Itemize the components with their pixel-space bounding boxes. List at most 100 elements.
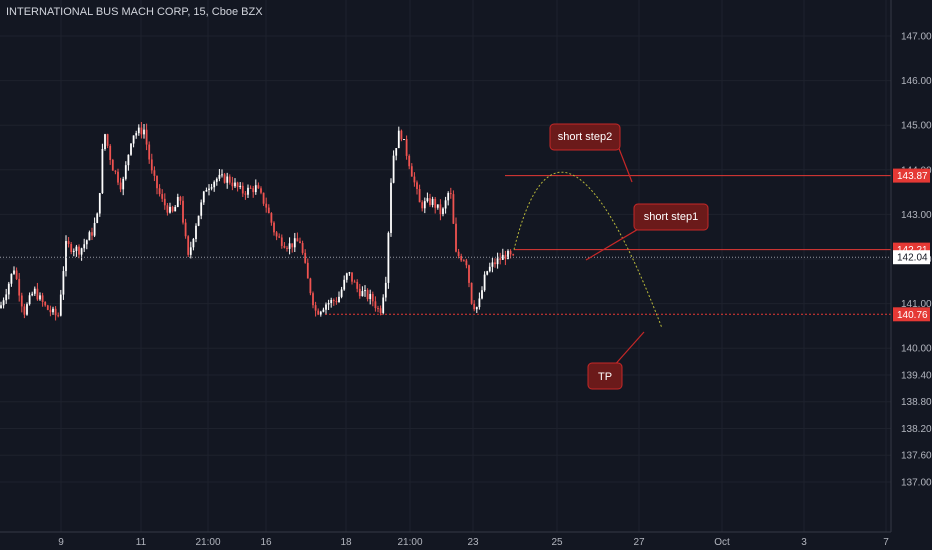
candle-body	[62, 271, 65, 295]
candle-body	[122, 178, 125, 190]
candle-body	[150, 159, 153, 171]
candle-body	[31, 293, 34, 296]
candle-body	[153, 170, 156, 176]
callout-label: short step1	[644, 211, 698, 223]
candle-body	[249, 187, 252, 189]
candle-body	[504, 254, 507, 259]
x-tick-label: 3	[801, 537, 807, 548]
candle-body	[215, 178, 218, 182]
candle-body	[343, 279, 346, 290]
candle-body	[416, 182, 418, 190]
x-tick-label: 16	[260, 537, 272, 548]
candle-body	[228, 176, 231, 183]
candle-body	[374, 301, 377, 309]
candle-body	[483, 274, 486, 291]
candle-body	[26, 304, 28, 315]
price-tag-last: 142.04	[893, 250, 930, 265]
candle-body	[395, 148, 398, 156]
candle-body	[119, 182, 122, 190]
candle-body	[18, 278, 21, 296]
candle-body	[299, 241, 301, 244]
candle-body	[288, 243, 291, 249]
candle-body	[332, 299, 335, 302]
candle-body	[434, 198, 437, 208]
candle-body	[187, 236, 190, 255]
candle-body	[111, 159, 114, 171]
y-tick-label: 146.00	[901, 76, 932, 87]
candle-body	[405, 139, 408, 156]
candle-body	[286, 247, 288, 249]
candle-body	[325, 304, 327, 310]
candle-body	[358, 288, 361, 297]
candles	[0, 121, 515, 321]
x-tick-label: 18	[340, 537, 352, 548]
candle-body	[189, 247, 192, 255]
candle-body	[109, 145, 112, 160]
candle-body	[247, 187, 249, 195]
candle-body	[33, 288, 36, 294]
x-axis[interactable]: 9 11 21:00 16 18 21:00 23 25 27 Oct 3 7	[58, 537, 889, 548]
y-tick-label: 139.40	[901, 370, 932, 381]
callout-short-step1[interactable]: short step1	[585, 203, 709, 261]
y-tick-label: 141.00	[901, 299, 932, 310]
callout-tp[interactable]: TP	[587, 331, 645, 390]
candle-body	[241, 185, 244, 194]
candle-body	[205, 189, 208, 192]
candle-body	[192, 238, 195, 248]
candle-body	[231, 182, 234, 187]
candle-body	[140, 127, 143, 135]
candle-body	[306, 262, 309, 279]
candle-body	[114, 170, 117, 172]
candle-body	[475, 307, 478, 310]
candle-body	[20, 295, 23, 307]
candle-body	[221, 174, 223, 176]
candle-body	[491, 262, 494, 267]
candle-body	[400, 130, 403, 140]
candle-body	[364, 290, 366, 292]
candle-body	[28, 295, 31, 305]
candle-body	[457, 251, 460, 257]
candle-body	[137, 127, 140, 134]
candle-body	[379, 308, 382, 313]
y-tick-label: 147.00	[901, 32, 932, 43]
x-tick-label: 25	[551, 537, 563, 548]
candle-body	[59, 294, 62, 316]
candle-body	[39, 295, 41, 300]
candle-body	[473, 303, 476, 310]
candle-body	[278, 236, 281, 238]
candle-body	[468, 265, 470, 283]
candle-body	[260, 188, 262, 193]
candle-body	[49, 309, 52, 313]
candle-body	[23, 306, 26, 315]
y-tick-label: 143.00	[901, 210, 932, 221]
candle-body	[210, 187, 213, 189]
candle-body	[0, 305, 2, 309]
candle-body	[275, 232, 278, 237]
candle-body	[273, 222, 275, 233]
candle-body	[72, 250, 75, 252]
candle-body	[236, 182, 239, 188]
y-tick-label: 138.20	[901, 424, 932, 435]
candle-body	[512, 254, 515, 256]
candle-body	[291, 243, 294, 248]
candle-body	[67, 241, 70, 245]
candle-body	[460, 256, 463, 261]
candle-body	[322, 309, 325, 312]
candle-body	[218, 174, 221, 179]
candle-body	[265, 203, 268, 208]
candle-body	[361, 291, 364, 297]
candle-body	[106, 134, 109, 146]
candle-body	[338, 296, 340, 303]
callout-short-step2[interactable]: short step2	[549, 123, 633, 183]
y-tick-label: 137.00	[901, 478, 932, 489]
candle-body	[13, 270, 15, 274]
candle-body	[163, 198, 166, 206]
candle-body	[494, 262, 496, 265]
candle-body	[452, 194, 455, 224]
candle-body	[429, 198, 431, 205]
candle-body	[148, 144, 151, 160]
candle-body	[257, 185, 260, 189]
candle-body	[335, 301, 338, 303]
x-tick-label: 23	[467, 537, 479, 548]
